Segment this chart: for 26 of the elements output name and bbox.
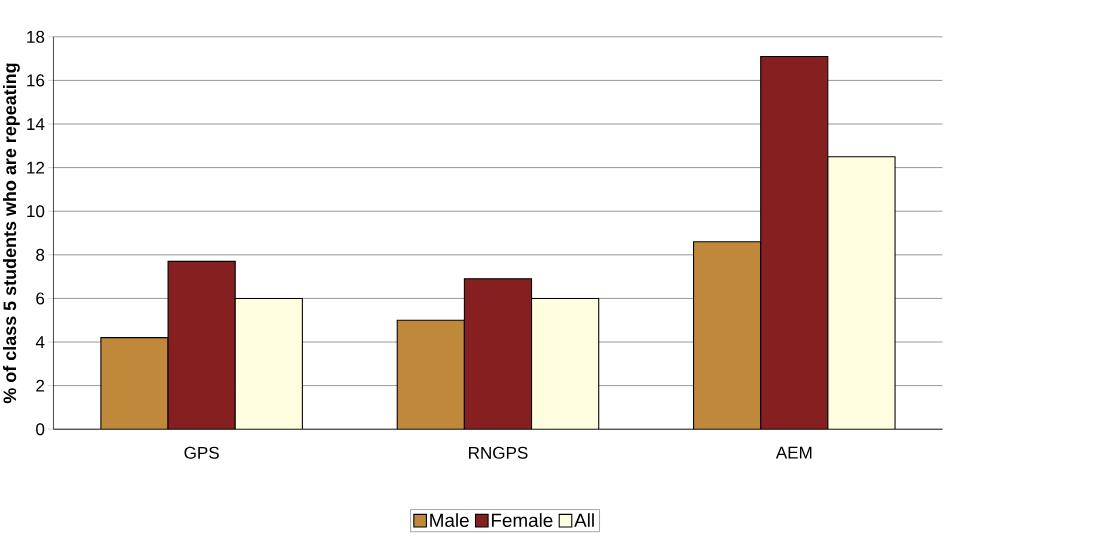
bar [463, 278, 533, 430]
legend-label: All [574, 513, 594, 527]
y-tick-label: 14 [27, 118, 45, 130]
y-tick-label: 12 [27, 161, 45, 174]
bar [396, 319, 465, 430]
bar [531, 297, 600, 430]
y-tick-label: 6 [36, 292, 45, 305]
x-tick-label: RNGPS [469, 446, 528, 459]
y-tick-label: 0 [36, 423, 45, 436]
y-tick-label: 4 [35, 336, 45, 348]
bar [234, 297, 303, 430]
x-tick-label: GPS [184, 446, 219, 459]
y-tick-label: 8 [36, 248, 45, 261]
bar [760, 55, 829, 430]
bar [167, 260, 236, 430]
y-tick-label: 2 [36, 379, 45, 392]
y-axis-title: % of class 5 students who are repeating [2, 63, 20, 404]
legend-label: Male [430, 513, 469, 528]
bar [827, 156, 896, 430]
x-tick-label: AEM [775, 446, 812, 459]
legend-label: Female [491, 513, 553, 528]
bar [693, 241, 762, 430]
y-tick-label: 16 [27, 74, 45, 87]
y-tick-label: 10 [27, 205, 45, 218]
y-tick-label: 18 [27, 30, 45, 43]
bar [100, 337, 169, 430]
